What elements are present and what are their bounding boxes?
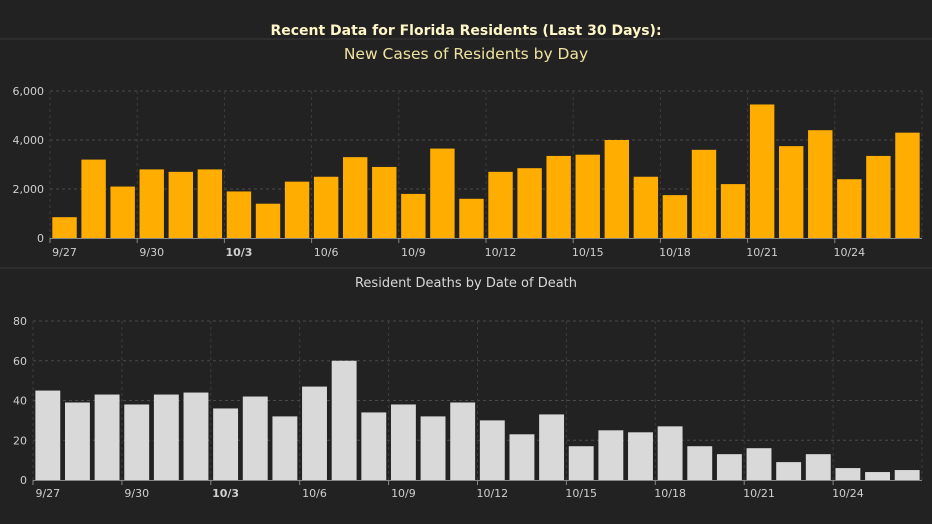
page-title: Recent Data for Florida Residents (Last … [270,23,662,39]
cases-bar [778,146,804,238]
cases-bar [168,171,194,238]
deaths-y-tick-label: 80 [13,315,27,328]
deaths-bar [687,446,713,480]
deaths-y-tick-label: 20 [13,434,27,447]
cases-bar [808,130,833,238]
cases-bar [313,176,339,238]
deaths-bar [479,420,505,480]
deaths-x-tick-label: 10/12 [476,487,508,500]
cases-x-tick-label: 10/21 [746,246,778,259]
cases-bar [720,184,746,238]
deaths-bar [361,412,387,480]
deaths-bar [153,394,179,480]
deaths-chart-title: Resident Deaths by Date of Death [354,276,578,291]
cases-bar [226,191,252,238]
cases-bar [284,181,310,238]
cases-bar [749,104,775,238]
deaths-bar [835,468,861,480]
deaths-bar [272,416,298,480]
deaths-bar [124,404,150,480]
deaths-x-tick-label: 9/27 [35,487,60,500]
cases-bar [866,155,891,238]
deaths-y-tick-label: 40 [13,395,27,408]
deaths-bar [568,446,594,480]
cases-bar [430,148,455,238]
deaths-bar [331,360,357,480]
cases-bar [52,217,77,238]
cases-bar [837,179,862,238]
cases-bar [488,171,513,238]
deaths-bar [35,390,61,480]
cases-x-tick-label: 10/12 [485,246,517,259]
cases-bar [604,140,630,238]
cases-y-tick-label: 2,000 [13,183,45,196]
cases-x-tick-label: 10/15 [572,246,604,259]
deaths-bar [509,434,535,480]
cases-bar [895,132,920,238]
deaths-y-tick-label: 0 [20,474,27,487]
cases-x-tick-label: 10/18 [659,246,691,259]
deaths-bar [302,386,327,480]
deaths-bar [65,402,90,480]
cases-x-tick-label: 10/9 [401,246,426,259]
cases-bar [517,168,542,238]
deaths-bar [390,404,416,480]
deaths-bar [598,430,624,480]
cases-bar [197,169,223,238]
deaths-bar [657,426,683,480]
cases-bar [342,157,368,238]
deaths-bar [746,448,772,480]
deaths-x-tick-label: 9/30 [124,487,149,500]
deaths-x-tick-label: 10/15 [565,487,597,500]
deaths-bar [213,408,239,480]
deaths-bar [628,432,653,480]
deaths-y-tick-label: 60 [13,355,27,368]
cases-bar [81,159,106,238]
deaths-x-tick-label: 10/9 [391,487,416,500]
deaths-bar [716,454,742,480]
deaths-bar [776,462,802,480]
deaths-bar [894,470,920,480]
cases-x-tick-label: 10/3 [225,246,252,259]
cases-x-tick-label: 9/27 [52,246,77,259]
deaths-bar [450,402,476,480]
cases-bar [139,169,164,238]
cases-bar [372,166,397,238]
deaths-bar [183,392,209,480]
cases-x-tick-label: 10/6 [314,246,339,259]
cases-chart-title: New Cases of Residents by Day [343,45,589,63]
cases-bar [110,186,135,238]
deaths-bar [805,454,831,480]
cases-bar [401,193,426,238]
cases-y-tick-label: 6,000 [13,85,45,98]
deaths-bar [420,416,446,480]
cases-x-tick-label: 10/24 [833,246,865,259]
cases-x-tick-label: 9/30 [139,246,164,259]
deaths-x-tick-label: 10/3 [212,487,239,500]
cases-bar [546,155,571,238]
cases-bar [662,195,688,238]
deaths-bar [865,472,890,480]
deaths-x-tick-label: 10/6 [302,487,327,500]
cases-bar [633,176,659,238]
cases-y-tick-label: 0 [37,232,44,245]
cases-bar [459,198,484,238]
deaths-bar [242,396,268,480]
deaths-x-tick-label: 10/18 [654,487,686,500]
cases-bar [255,203,281,238]
deaths-x-tick-label: 10/24 [832,487,864,500]
cases-bar [691,149,717,238]
deaths-x-tick-label: 10/21 [743,487,775,500]
deaths-bar [539,414,565,480]
deaths-bar [94,394,120,480]
cases-y-tick-label: 4,000 [13,134,45,147]
cases-bar [575,154,600,238]
